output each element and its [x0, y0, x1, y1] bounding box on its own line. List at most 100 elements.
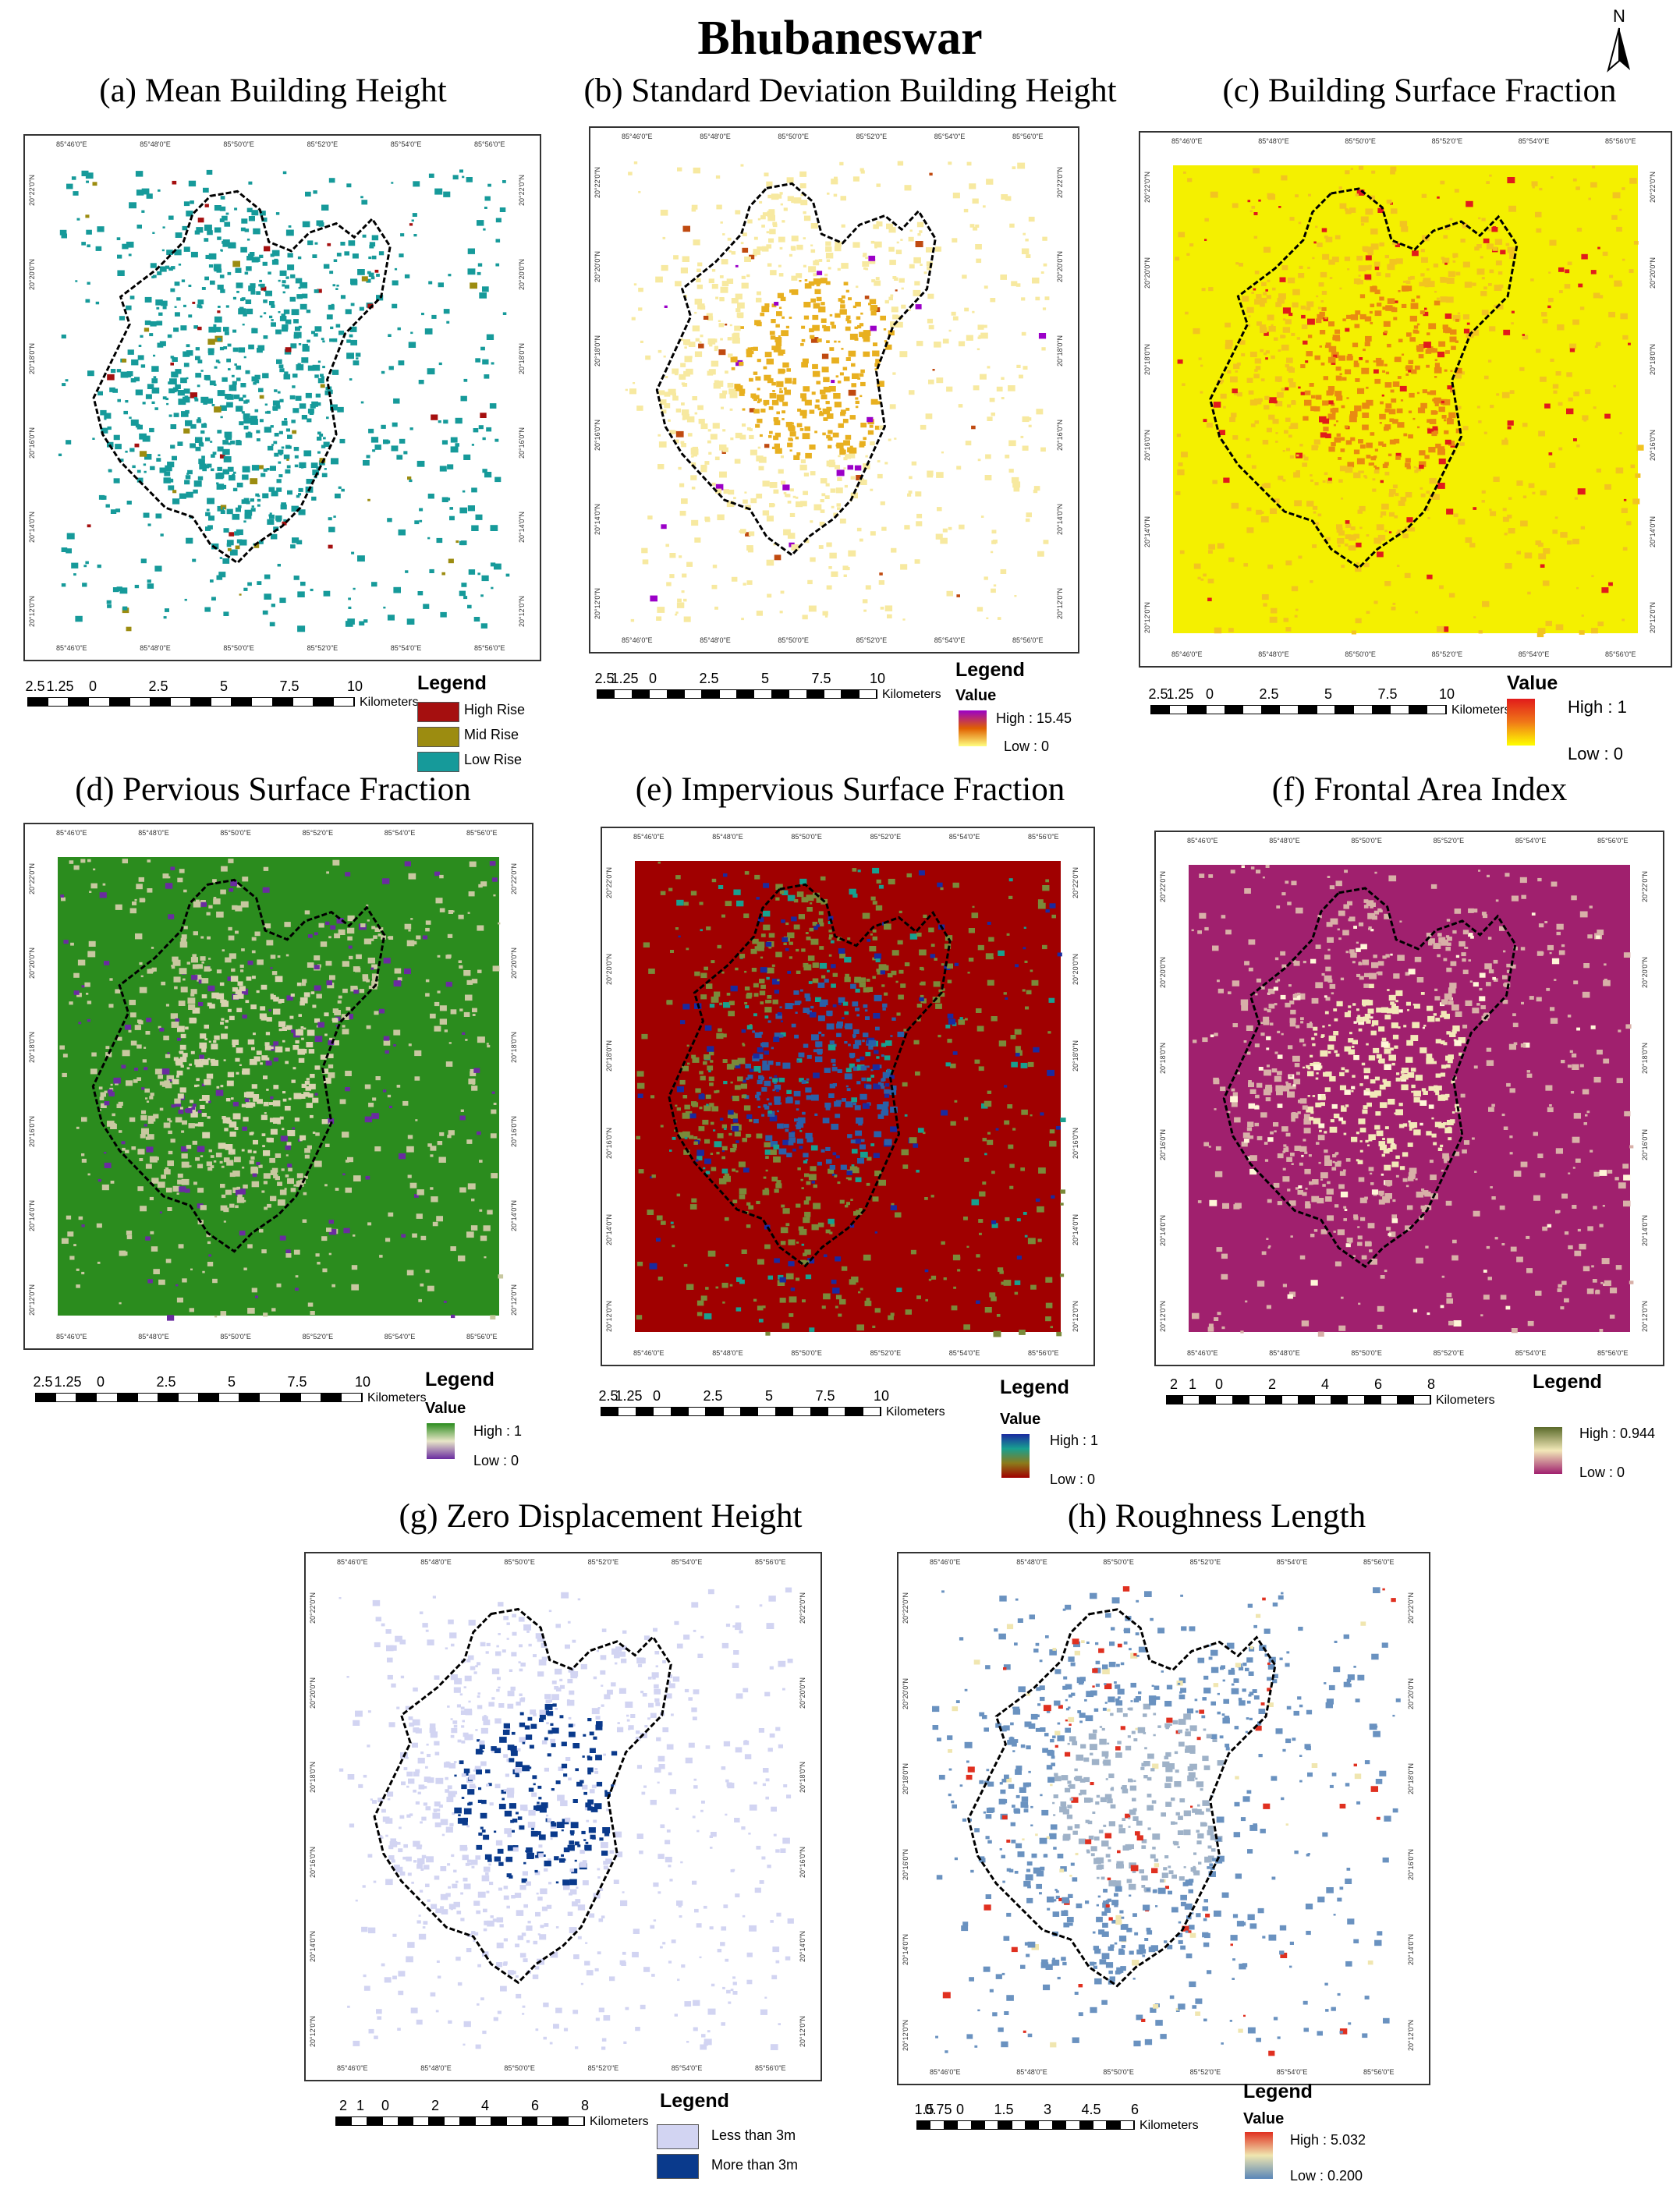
- scale-tick-label: 7.5: [811, 671, 831, 686]
- map-raster: [59, 859, 504, 1321]
- scale-tick-label: 0: [1214, 1376, 1224, 1392]
- scale-tick-label: 6: [1373, 1376, 1383, 1392]
- lon-tick-label: 85°48'0"E: [1258, 137, 1289, 145]
- lat-tick-label: 20°18'0"N: [594, 335, 601, 367]
- map-h-canvas: [932, 1586, 1401, 2056]
- lon-tick-label: 85°54'0"E: [384, 1333, 416, 1341]
- legend-d: Legend Value High : 1 Low : 0: [425, 1369, 581, 1478]
- scale-tick-label: 1.25: [1166, 686, 1194, 702]
- lon-tick-label: 85°52'0"E: [302, 829, 334, 837]
- lon-tick-label: 85°56'0"E: [1597, 837, 1629, 845]
- lat-tick-label: 20°16'0"N: [1072, 1127, 1079, 1159]
- lat-tick-label: 20°12'0"N: [1407, 2019, 1415, 2051]
- panel-b-title: (b) Standard Deviation Building Height: [583, 73, 1117, 109]
- lat-tick-label: 20°16'0"N: [799, 1846, 806, 1878]
- map-e: 85°46'0"E 85°46'0"E 85°48'0"E 85°48'0"E 85°5…: [601, 827, 1095, 1366]
- lon-tick-label: 85°52'0"E: [1189, 1558, 1221, 1566]
- scale-unit: Kilometers: [367, 1391, 427, 1404]
- lon-tick-label: 85°52'0"E: [1189, 2068, 1221, 2076]
- legend-e-value: Value: [1000, 1411, 1041, 1428]
- map-e-canvas: [635, 861, 1066, 1337]
- legend-e: Legend Value High : 1 Low : 0: [1000, 1376, 1156, 1493]
- legend-d-high: High : 1: [473, 1423, 523, 1439]
- scale-tick-label: 2.5: [156, 1374, 176, 1390]
- map-raster: [932, 1586, 1401, 2056]
- lat-tick-label: 20°18'0"N: [28, 342, 36, 374]
- lat-tick-label: 20°20'0"N: [28, 258, 36, 290]
- lat-tick-label: 20°22'0"N: [1407, 1592, 1415, 1624]
- lat-tick-label: 20°16'0"N: [1649, 430, 1657, 462]
- lat-tick-label: 20°16'0"N: [1143, 430, 1151, 462]
- lon-tick-label: 85°46'0"E: [56, 644, 87, 652]
- scale-tick-label: 0: [96, 1374, 105, 1390]
- scale-tick-label: 2.5: [1148, 686, 1168, 702]
- scale-tick-label: 7.5: [1377, 686, 1398, 702]
- lon-tick-label: 85°48'0"E: [700, 133, 731, 140]
- scale-tick-label: 7.5: [287, 1374, 307, 1390]
- legend-f-title: Legend: [1533, 1371, 1602, 1393]
- scale-tick-label: 6: [530, 2098, 540, 2113]
- lon-tick-label: 85°48'0"E: [1016, 1558, 1047, 1566]
- legend-f-high: High : 0.944: [1579, 1426, 1656, 1441]
- map-b-canvas: [625, 161, 1050, 622]
- scale-tick-label: 1.5: [994, 2102, 1014, 2117]
- lat-tick-label: 20°20'0"N: [1056, 250, 1064, 282]
- scale-tick-label: 2.5: [1259, 686, 1279, 702]
- lon-tick-label: 85°56'0"E: [474, 140, 505, 148]
- lat-tick-label: 20°22'0"N: [1159, 870, 1167, 902]
- lat-tick-label: 20°14'0"N: [309, 1931, 317, 1963]
- lon-tick-label: 85°46'0"E: [56, 1333, 87, 1341]
- lon-tick-label: 85°52'0"E: [856, 636, 888, 644]
- lon-tick-label: 85°54'0"E: [934, 636, 966, 644]
- scale-tick-label: 7.5: [815, 1388, 835, 1404]
- scale-tick-label: 4.5: [1081, 2102, 1101, 2117]
- map-background: [1173, 165, 1638, 633]
- scale-tick-label: 8: [580, 2098, 590, 2113]
- lon-tick-label: 85°46'0"E: [1171, 650, 1203, 658]
- lon-tick-label: 85°54'0"E: [390, 644, 422, 652]
- lon-tick-label: 85°48'0"E: [712, 1349, 743, 1357]
- lat-tick-label: 20°16'0"N: [510, 1115, 518, 1147]
- lat-tick-label: 20°20'0"N: [799, 1677, 806, 1709]
- lat-tick-label: 20°14'0"N: [1072, 1213, 1079, 1245]
- scale-tick-label: 8: [1427, 1376, 1436, 1392]
- lat-tick-label: 20°16'0"N: [605, 1127, 613, 1159]
- legend-b-high: High : 15.45: [996, 710, 1072, 726]
- lat-tick-label: 20°16'0"N: [594, 419, 601, 451]
- lon-tick-label: 85°54'0"E: [384, 829, 416, 837]
- scale-tick-label: 1: [356, 2098, 365, 2113]
- scale-tick-label: 2: [1169, 1376, 1178, 1392]
- lat-tick-label: 20°14'0"N: [518, 511, 526, 543]
- map-a: 85°46'0"E 85°46'0"E 85°48'0"E 85°48'0"E 85°5…: [23, 134, 541, 661]
- lon-tick-label: 85°54'0"E: [1276, 1558, 1308, 1566]
- lat-tick-label: 20°20'0"N: [902, 1677, 909, 1709]
- lon-tick-label: 85°48'0"E: [700, 636, 731, 644]
- map-f-canvas: [1189, 865, 1634, 1337]
- scale-tick-label: 0: [88, 678, 97, 694]
- scale-bar-segments: [27, 697, 355, 707]
- scale-tick-label: 1.25: [54, 1374, 82, 1390]
- scale-tick-label: 0: [955, 2102, 965, 2117]
- scale-unit: Kilometers: [1139, 2119, 1199, 2132]
- lon-tick-label: 85°46'0"E: [56, 829, 87, 837]
- legend-f-low: Low : 0: [1579, 1465, 1625, 1480]
- legend-a-swatch-mid: [417, 727, 459, 747]
- lon-tick-label: 85°50'0"E: [1345, 137, 1376, 145]
- lon-tick-label: 85°46'0"E: [633, 833, 665, 841]
- lat-tick-label: 20°22'0"N: [1641, 870, 1649, 902]
- lon-tick-label: 85°52'0"E: [1431, 650, 1463, 658]
- lon-tick-label: 85°54'0"E: [390, 140, 422, 148]
- lat-tick-label: 20°12'0"N: [28, 1284, 36, 1316]
- city-boundary: [967, 1608, 1277, 1988]
- lon-tick-label: 85°48'0"E: [140, 140, 171, 148]
- lat-tick-label: 20°18'0"N: [1649, 343, 1657, 375]
- lat-tick-label: 20°14'0"N: [799, 1931, 806, 1963]
- scale-bar-segments: [597, 689, 877, 699]
- scale-tick-label: 5: [764, 1388, 774, 1404]
- lon-tick-label: 85°48'0"E: [138, 829, 169, 837]
- lon-tick-label: 85°52'0"E: [1431, 137, 1463, 145]
- legend-f: Legend High : 0.944 Low : 0: [1533, 1371, 1677, 1496]
- lon-tick-label: 85°46'0"E: [622, 636, 653, 644]
- lat-tick-label: 20°12'0"N: [902, 2019, 909, 2051]
- scale-tick-label: 7.5: [279, 678, 299, 694]
